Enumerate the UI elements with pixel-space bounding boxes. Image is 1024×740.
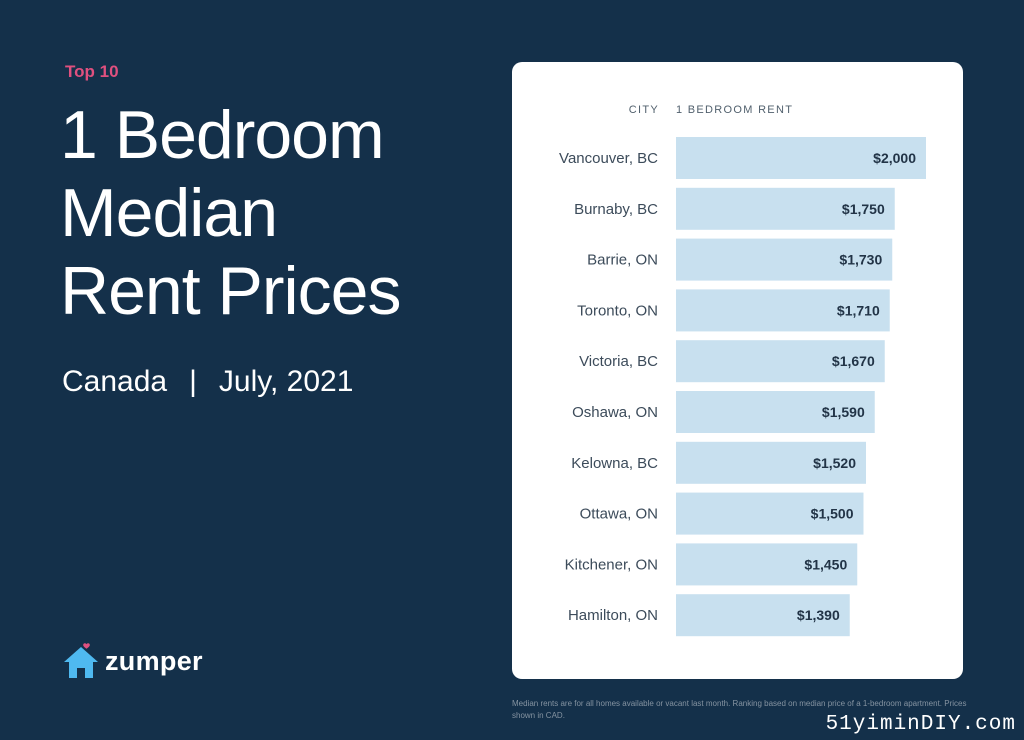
category-label: Hamilton, ON (568, 607, 658, 624)
value-label: $1,670 (832, 353, 875, 369)
footnote: Median rents are for all homes available… (512, 699, 967, 720)
bar (676, 594, 850, 637)
bar (676, 238, 893, 281)
value-label: $2,000 (873, 150, 916, 166)
value-label: $1,730 (839, 252, 882, 268)
page-title: 1 Bedroom Median Rent Prices (60, 96, 480, 330)
eyebrow-label: Top 10 (65, 62, 119, 81)
rent-bar-chart: CITY 1 BEDROOM RENT Vancouver, BC $2,000 B… (559, 104, 926, 637)
value-label: $1,520 (813, 455, 856, 471)
category-label: Toronto, ON (577, 302, 658, 319)
value-label: $1,390 (797, 607, 840, 623)
title-line: Median (60, 175, 278, 251)
bar (676, 187, 895, 230)
category-label: Ottawa, ON (580, 506, 658, 523)
subtitle-country: Canada (62, 365, 168, 398)
subtitle-separator: | (189, 365, 197, 398)
bar (676, 340, 885, 383)
zumper-logo: zumper (62, 640, 203, 682)
house-heart-icon (62, 641, 100, 681)
bar (676, 137, 926, 179)
bar (676, 492, 864, 535)
subtitle-date: July, 2021 (218, 365, 354, 398)
value-label: $1,450 (804, 556, 847, 572)
category-label: Kitchener, ON (565, 556, 658, 573)
category-label: Barrie, ON (587, 252, 658, 269)
subtitle: Canada | July, 2021 (62, 365, 353, 399)
category-label: Vancouver, BC (559, 150, 658, 167)
bar (676, 543, 858, 586)
column-header-rent: 1 BEDROOM RENT (676, 104, 793, 116)
title-line: Rent Prices (60, 253, 401, 329)
chart-card: CITY 1 BEDROOM RENT Vancouver, BC $2,000 B… (512, 62, 963, 679)
column-header-city: CITY (629, 104, 659, 116)
value-label: $1,500 (811, 506, 854, 522)
bar (676, 391, 875, 433)
category-label: Victoria, BC (579, 353, 658, 370)
bar (676, 289, 890, 332)
watermark: 51yiminDIY.com (825, 713, 1016, 736)
value-label: $1,710 (837, 302, 880, 318)
category-label: Oshawa, ON (572, 404, 658, 421)
logo-wordmark: zumper (105, 645, 203, 676)
category-label: Burnaby, BC (574, 201, 658, 218)
category-label: Kelowna, BC (571, 455, 658, 472)
value-label: $1,750 (842, 201, 885, 217)
value-label: $1,590 (822, 404, 865, 420)
title-line: 1 Bedroom (60, 97, 385, 173)
bar (676, 441, 866, 484)
